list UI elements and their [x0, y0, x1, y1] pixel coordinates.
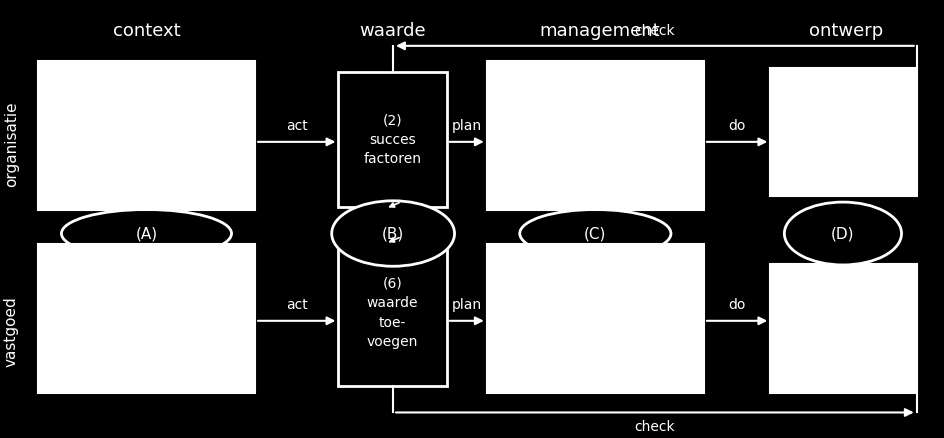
Bar	[38, 61, 255, 209]
Text: plan: plan	[451, 119, 481, 133]
Bar	[769, 67, 916, 196]
Text: check: check	[634, 420, 674, 434]
Text: waarde: waarde	[359, 22, 425, 40]
Text: check: check	[634, 24, 674, 38]
Bar	[338, 72, 447, 207]
Text: act: act	[285, 298, 308, 312]
Text: (6)
waarde
toe-
voegen: (6) waarde toe- voegen	[366, 277, 418, 350]
Text: do: do	[728, 119, 745, 133]
Text: plan: plan	[451, 298, 481, 312]
Text: management: management	[539, 22, 660, 40]
Text: (B): (B)	[381, 226, 404, 241]
Ellipse shape	[784, 202, 901, 265]
Text: context: context	[112, 22, 180, 40]
Text: (A): (A)	[135, 226, 158, 241]
Text: (2)
succes
factoren: (2) succes factoren	[363, 113, 421, 166]
Bar	[769, 264, 916, 393]
Text: vastgoed: vastgoed	[4, 297, 19, 367]
Bar	[486, 244, 703, 393]
Text: do: do	[728, 298, 745, 312]
Text: (D): (D)	[831, 226, 853, 241]
Bar	[338, 240, 447, 386]
Text: (C): (C)	[583, 226, 606, 241]
Bar	[486, 61, 703, 209]
Bar	[38, 244, 255, 393]
Text: ontwerp: ontwerp	[808, 22, 882, 40]
Text: act: act	[285, 119, 308, 133]
Text: organisatie: organisatie	[4, 101, 19, 187]
Ellipse shape	[331, 201, 454, 266]
